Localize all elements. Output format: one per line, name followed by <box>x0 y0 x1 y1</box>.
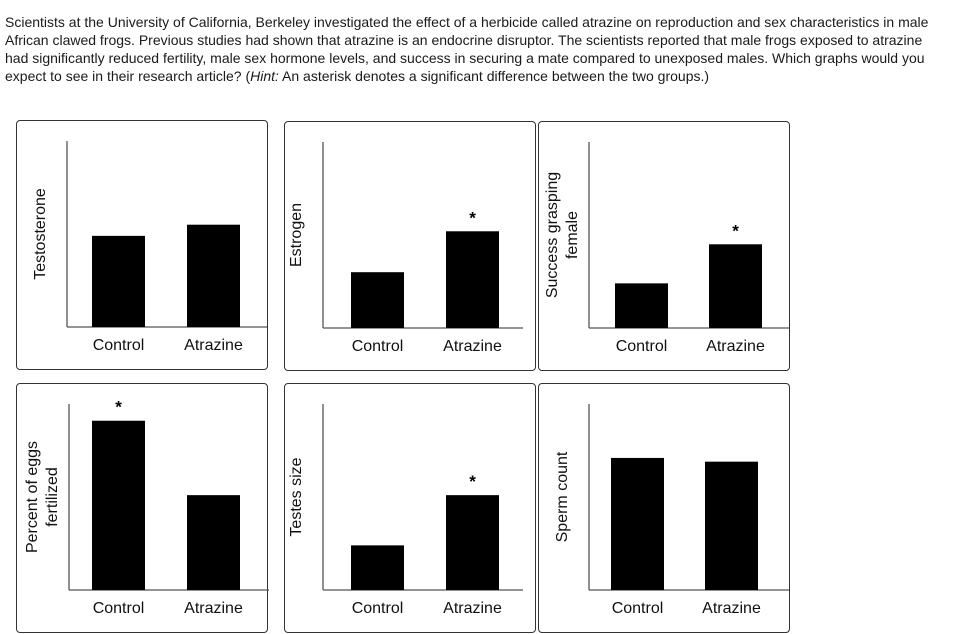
bar-chart: Control * Atrazine Percent of eggs fertilize… <box>24 398 269 617</box>
question-text: Scientists at the University of Californ… <box>5 13 935 85</box>
significance-asterisk: * <box>115 398 122 417</box>
bar-control <box>615 283 668 328</box>
bar-control <box>351 272 404 328</box>
y-axis-label: Testes size <box>288 457 305 536</box>
bar-atrazine <box>709 244 762 328</box>
category-label: Control <box>616 338 668 355</box>
y-axis-label: fertilized <box>44 467 61 527</box>
graph-option-grasping-success[interactable]: Control Atrazine * Success grasping female <box>538 121 790 371</box>
bar-chart: Control Atrazine * Estrogen <box>288 142 523 355</box>
category-label: Atrazine <box>443 338 502 355</box>
graph-option-testosterone[interactable]: Control Atrazine Testosterone <box>16 120 268 370</box>
graph-option-estrogen[interactable]: Control Atrazine * Estrogen <box>284 121 536 371</box>
category-label: Atrazine <box>184 337 243 354</box>
bar-chart: Control Atrazine Testosterone <box>32 141 267 354</box>
y-axis-label: female <box>564 211 581 259</box>
bar-control <box>611 457 664 590</box>
category-label: Control <box>352 338 404 355</box>
significance-asterisk: * <box>732 221 739 240</box>
bar-chart: Control Atrazine Sperm count <box>554 404 789 617</box>
y-axis-label: Testosterone <box>32 188 49 280</box>
bar-control <box>92 420 145 590</box>
graph-option-testes-size[interactable]: Control Atrazine * Testes size <box>284 383 536 633</box>
significance-asterisk: * <box>469 208 476 227</box>
bar-control <box>92 235 145 327</box>
bar-atrazine <box>446 231 499 328</box>
category-label: Atrazine <box>706 338 765 355</box>
bar-chart: Control Atrazine * Testes size <box>288 404 523 617</box>
graph-option-eggs-fertilized[interactable]: Control * Atrazine Percent of eggs fertilize… <box>16 383 269 633</box>
bar-atrazine <box>187 495 240 590</box>
hint-text: An asterisk denotes a significant differ… <box>278 68 710 84</box>
y-axis-label: Sperm count <box>554 451 571 542</box>
category-label: Control <box>352 600 404 617</box>
y-axis-label: Success grasping <box>544 172 561 298</box>
category-label: Control <box>93 337 145 354</box>
category-label: Control <box>612 600 664 617</box>
hint-label: Hint: <box>250 68 279 84</box>
y-axis-label: Estrogen <box>288 203 305 267</box>
significance-asterisk: * <box>469 472 476 491</box>
category-label: Control <box>93 600 145 617</box>
question-body: Scientists at the University of Californ… <box>5 14 929 84</box>
bar-control <box>351 545 404 590</box>
bar-atrazine <box>187 224 240 327</box>
graph-option-sperm-count[interactable]: Control Atrazine Sperm count <box>538 383 790 633</box>
bar-atrazine <box>446 495 499 590</box>
category-label: Atrazine <box>184 600 243 617</box>
y-axis-label: Percent of eggs <box>24 441 41 553</box>
bar-chart: Control Atrazine * Success grasping female <box>544 142 789 355</box>
category-label: Atrazine <box>702 600 761 617</box>
bar-atrazine <box>705 461 758 590</box>
category-label: Atrazine <box>443 600 502 617</box>
